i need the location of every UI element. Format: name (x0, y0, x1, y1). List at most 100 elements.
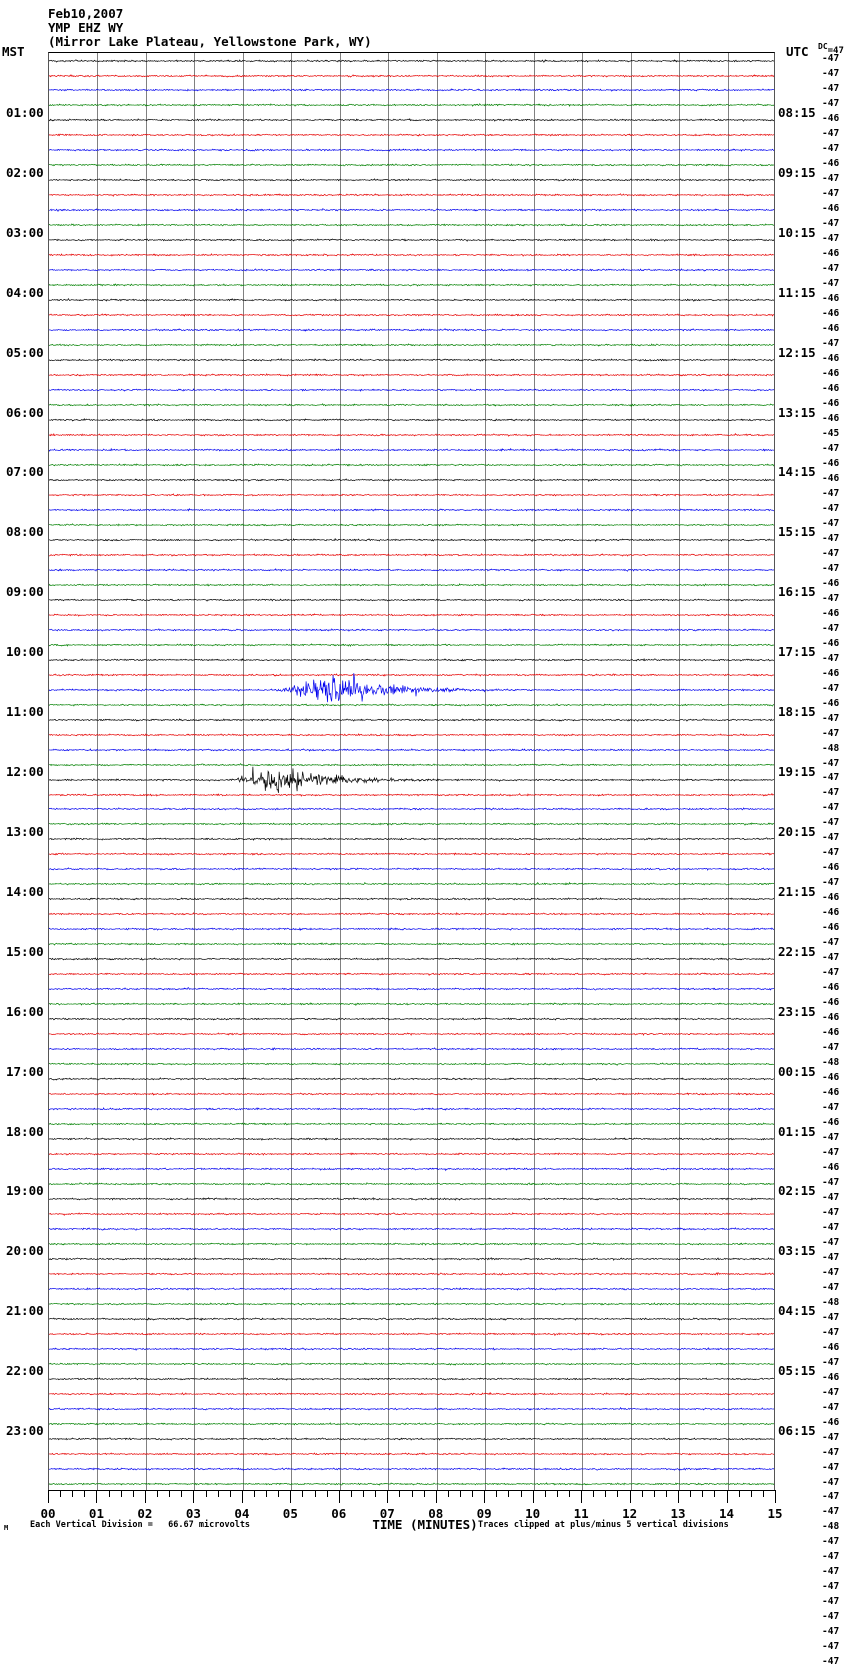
mst-hour-label-0100: 01:00 (6, 104, 44, 120)
dc-value-row-77: -47 (822, 1206, 840, 1218)
x-tick-label-08: 08 (428, 1506, 444, 1521)
dc-value-row-73: -47 (822, 1146, 840, 1158)
minor-tick-39 (520, 1490, 522, 1497)
minor-tick-27 (375, 1490, 377, 1497)
dc-value-row-84: -47 (822, 1311, 840, 1323)
trace-row-37 (49, 591, 774, 639)
dc-value-row-53: -47 (822, 847, 840, 859)
seismogram-plot[interactable] (48, 52, 775, 1490)
dc-value-row-57: -46 (822, 907, 840, 919)
utc-time-label-1015: 10:15 (778, 224, 816, 240)
minor-tick-9 (157, 1490, 159, 1497)
trace-row-6 (49, 126, 774, 174)
dc-value-row-45: -47 (822, 727, 840, 739)
minor-tick-42 (556, 1490, 558, 1497)
utc-time-label-1715: 17:15 (778, 644, 816, 660)
dc-value-row-23: -46 (822, 398, 840, 409)
gridline-minute-05 (291, 53, 293, 1490)
minor-tick-17 (253, 1490, 255, 1497)
utc-time-label-0915: 09:15 (778, 164, 816, 180)
utc-time-label-1115: 11:15 (778, 284, 816, 300)
dc-value-row-52: -47 (822, 832, 840, 844)
trace-row-58 (49, 905, 774, 953)
minor-tick-29 (399, 1490, 401, 1497)
dc-value-row-85: -47 (822, 1326, 840, 1338)
dc-value-row-16: -46 (822, 293, 840, 305)
minor-tick-1 (60, 1490, 62, 1497)
dc-value-row-51: -47 (822, 817, 840, 829)
minor-tick-26 (363, 1490, 365, 1497)
utc-time-label-0515: 05:15 (778, 1363, 816, 1379)
trace-row-88 (49, 1355, 774, 1403)
trace-row-20 (49, 336, 774, 384)
dc-value-row-20: -46 (822, 353, 840, 365)
dc-value-row-17: -46 (822, 308, 840, 320)
utc-time-label-0615: 06:15 (778, 1423, 816, 1439)
dc-value-row-32: -47 (822, 532, 840, 544)
trace-row-55 (49, 860, 774, 908)
trace-row-44 (49, 696, 774, 744)
gridline-minute-10 (533, 53, 535, 1490)
dc-value-row-82: -47 (822, 1281, 840, 1293)
dc-value-row-95: -47 (822, 1476, 840, 1488)
trace-row-39 (49, 621, 774, 669)
dc-value-row-102: -47 (822, 1581, 840, 1593)
gridline-minute-06 (339, 53, 341, 1490)
gridline-minute-14 (727, 53, 729, 1490)
utc-time-label-0415: 04:15 (778, 1303, 816, 1319)
minor-tick-19 (278, 1490, 280, 1497)
minor-tick-37 (496, 1490, 498, 1497)
major-tick-20 (290, 1490, 292, 1503)
dc-value-row-75: -47 (822, 1176, 840, 1188)
dc-value-row-14: -47 (822, 263, 840, 275)
trace-row-75 (49, 1160, 774, 1208)
mst-hour-label-0200: 02:00 (6, 164, 44, 180)
dc-value-row-22: -46 (822, 383, 840, 395)
mst-hour-label-1600: 16:00 (6, 1003, 44, 1019)
dc-value-row-63: -46 (822, 997, 840, 1009)
minor-tick-58 (750, 1490, 752, 1497)
trace-row-94 (49, 1445, 774, 1493)
utc-time-label-1615: 16:15 (778, 584, 816, 600)
major-tick-56 (726, 1490, 728, 1503)
trace-row-67 (49, 1040, 774, 1088)
minor-tick-50 (653, 1490, 655, 1497)
utc-time-label-2215: 22:15 (778, 943, 816, 959)
dc-value-row-92: -47 (822, 1431, 840, 1443)
minor-tick-5 (108, 1490, 110, 1497)
timezone-label-mst: MST (2, 44, 25, 59)
dc-value-row-9: -47 (822, 188, 840, 200)
trace-row-68 (49, 1055, 774, 1103)
minor-tick-46 (605, 1490, 607, 1497)
trace-row-13 (49, 231, 774, 279)
x-tick-label-09: 09 (476, 1506, 492, 1521)
trace-row-45 (49, 711, 774, 759)
dc-value-row-24: -46 (822, 412, 840, 424)
dc-value-row-97: -47 (822, 1506, 840, 1518)
major-tick-12 (193, 1490, 195, 1503)
minor-tick-31 (423, 1490, 425, 1497)
trace-row-25 (49, 411, 774, 459)
footer-corner-mark: M (4, 1524, 9, 1532)
minor-tick-13 (205, 1490, 207, 1497)
dc-value-row-91: -46 (822, 1416, 840, 1428)
utc-time-label-1515: 15:15 (778, 524, 816, 540)
dc-value-row-65: -46 (822, 1027, 840, 1039)
dc-value-row-26: -47 (822, 442, 840, 454)
trace-row-71 (49, 1100, 774, 1148)
major-tick-0 (48, 1490, 49, 1503)
trace-row-82 (49, 1265, 774, 1313)
dc-value-row-54: -46 (822, 862, 840, 874)
mst-hour-label-1200: 12:00 (6, 764, 44, 779)
dc-value-row-55: -47 (822, 877, 840, 889)
trace-row-63 (49, 980, 774, 1028)
x-tick-label-12: 12 (622, 1506, 638, 1521)
mst-hour-label-1900: 19:00 (6, 1183, 44, 1199)
trace-row-27 (49, 441, 774, 489)
utc-time-label-0815: 08:15 (778, 104, 816, 120)
dc-value-row-8: -47 (822, 173, 840, 185)
minor-tick-57 (738, 1490, 740, 1497)
minor-tick-23 (326, 1490, 328, 1497)
minor-tick-7 (132, 1490, 134, 1497)
dc-prefix: DC (818, 42, 828, 51)
